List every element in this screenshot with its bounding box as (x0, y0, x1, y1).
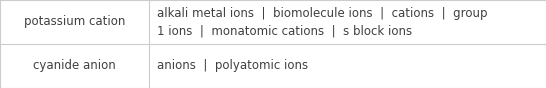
Text: alkali metal ions  |  biomolecule ions  |  cations  |  group
1 ions  |  monatomi: alkali metal ions | biomolecule ions | c… (157, 7, 487, 37)
Text: cyanide anion: cyanide anion (33, 59, 116, 73)
Text: potassium cation: potassium cation (23, 15, 125, 29)
Text: anions  |  polyatomic ions: anions | polyatomic ions (157, 59, 307, 73)
